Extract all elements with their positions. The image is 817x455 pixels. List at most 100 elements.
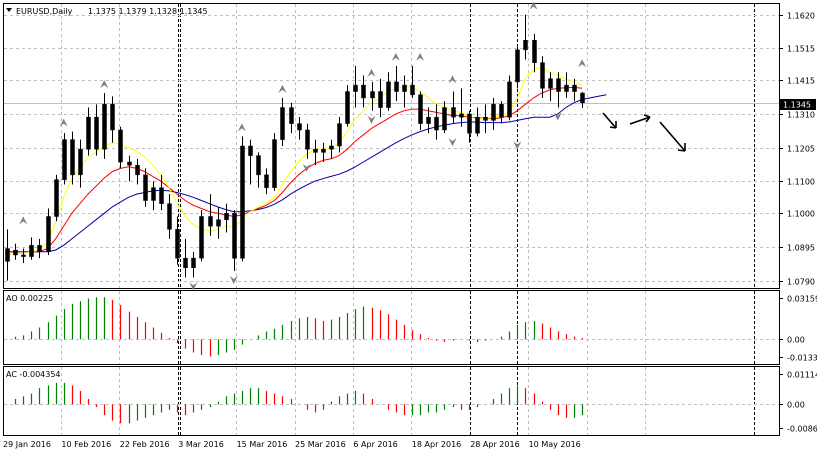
symbol-label: EURUSD,Daily (16, 7, 73, 16)
arrow-right-1 (629, 114, 651, 125)
x-tick-label: 29 Jan 2016 (3, 440, 51, 449)
fractal-down-marker (302, 163, 311, 172)
ao-histogram-layer (14, 297, 584, 357)
ao-tick-label: 0.00 (787, 336, 805, 345)
candle-body (321, 148, 326, 153)
candle-body (280, 107, 285, 140)
candle-body (240, 145, 245, 259)
fractal-down-marker (553, 112, 562, 121)
candle-body (370, 91, 375, 99)
fractal-up-marker (529, 1, 538, 10)
ao-tick-label: -0.01333 (787, 354, 817, 363)
y-tick-label: 1.1205 (787, 145, 815, 154)
x-tick-label: 25 Mar 2016 (295, 440, 346, 449)
y-tick-label: 1.1310 (787, 111, 815, 120)
arrow-down-right-2 (659, 121, 686, 152)
candle-body (191, 257, 196, 269)
ac-tick-label: -0.00865 (787, 425, 817, 434)
drawn-arrows[interactable] (602, 112, 686, 152)
candle-body (264, 174, 269, 188)
candle-body (467, 113, 472, 134)
candle-body (313, 148, 318, 153)
ac-tick-label: 0.00 (787, 401, 805, 410)
fractal-down-marker (513, 141, 522, 150)
candle-body (232, 213, 237, 259)
current-price-value: 1.1345 (783, 101, 811, 110)
ao-indicator-label: AO 0.00225 (6, 294, 53, 303)
fractal-up-marker (578, 59, 587, 68)
candle-body (143, 174, 148, 201)
x-tick-label: 6 Apr 2016 (353, 440, 397, 449)
candle-body (459, 113, 464, 118)
symbol-dropdown-icon[interactable] (6, 8, 12, 12)
candle-body (451, 107, 456, 118)
ma-slow-line (7, 99, 583, 253)
candle-body (118, 129, 123, 163)
candle-body (507, 81, 512, 118)
fractal-up-marker (19, 216, 28, 225)
candle-body (491, 104, 496, 121)
candle-body (135, 164, 140, 176)
candle-body (564, 84, 569, 92)
candle-body (305, 129, 310, 150)
grid-lines (4, 4, 779, 435)
candle-body (532, 40, 537, 63)
candle-body (434, 116, 439, 131)
candle-body (208, 216, 213, 227)
y-tick-label: 1.0790 (787, 278, 815, 287)
candle-body (46, 216, 51, 252)
candle-body (167, 203, 172, 230)
candle-body (13, 249, 18, 256)
candle-body (442, 107, 447, 131)
candle-body (54, 179, 59, 217)
candle-body (199, 216, 204, 259)
fractal-up-marker (100, 80, 109, 89)
candle-body (94, 116, 99, 150)
candle-body (21, 254, 26, 257)
main-price-pane[interactable] (3, 3, 780, 289)
current-price-tag (780, 99, 816, 110)
candle-body (378, 91, 383, 108)
ma-slow-projection (582, 94, 607, 100)
candle-body (256, 155, 261, 176)
fractal-down-marker (229, 275, 238, 284)
ac-pane[interactable] (3, 366, 780, 436)
candle-body (102, 104, 107, 150)
ohlc-values: 1.1375 1.1379 1.1328 1.1345 (88, 7, 208, 16)
candle-body (402, 84, 407, 92)
candle-body (329, 145, 334, 150)
y-tick-label: 1.1620 (787, 12, 815, 21)
fractal-up-marker (237, 123, 246, 132)
candle-body (272, 139, 277, 188)
candle-body (86, 116, 91, 150)
candle-body (556, 78, 561, 92)
candle-body (297, 123, 302, 131)
x-tick-label: 15 Mar 2016 (237, 440, 288, 449)
y-tick-label: 1.1100 (787, 178, 815, 187)
candle-body (580, 92, 585, 103)
candle-body (29, 245, 34, 257)
candle-body (5, 248, 10, 262)
candle-body (361, 84, 366, 99)
fractal-up-marker (448, 75, 457, 84)
candle-body (37, 245, 42, 253)
price-series-layer (4, 1, 779, 291)
ac-histogram-layer (14, 382, 584, 424)
candle-body (475, 116, 480, 134)
ac-tick-label: 0.01114 (787, 371, 817, 380)
candle-body (572, 84, 577, 92)
candle-body (394, 81, 399, 92)
candle-body (216, 219, 221, 227)
fractal-down-marker (448, 138, 457, 147)
candle-body (159, 187, 164, 204)
x-tick-label: 18 Apr 2016 (412, 440, 461, 449)
x-tick-label: 10 May 2016 (529, 440, 581, 449)
candle-body (151, 187, 156, 201)
candle-body (345, 91, 350, 124)
ao-pane[interactable] (3, 290, 780, 365)
fractal-up-marker (59, 118, 68, 127)
candle-body (418, 94, 423, 124)
candle-body (548, 78, 553, 89)
candle-body (386, 81, 391, 108)
